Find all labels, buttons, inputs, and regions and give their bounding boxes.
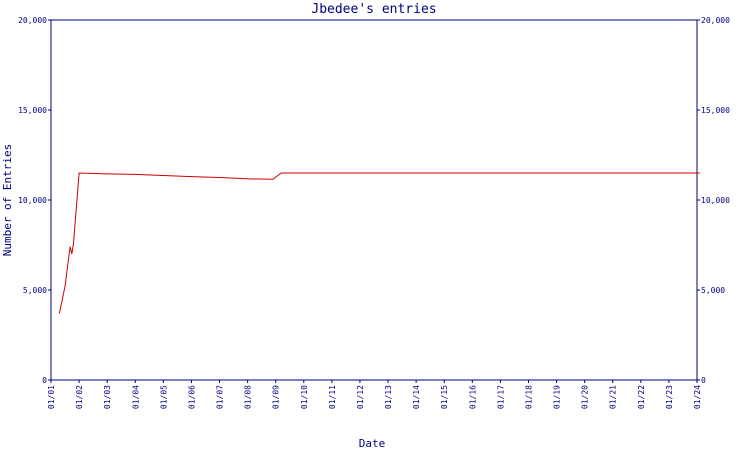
x-tick-label: 01/13 [384,385,393,409]
series-line [58,172,700,314]
y-tick-label-right: 20,000 [701,16,730,25]
x-tick-label: 01/07 [216,385,225,409]
x-tick-label: 01/04 [131,385,140,409]
x-tick-label: 01/23 [665,385,674,409]
x-tick-label: 01/20 [581,385,590,409]
x-tick-label: 01/03 [103,385,112,409]
y-tick-label-left: 5,000 [23,286,47,295]
x-tick-label: 01/10 [300,385,309,409]
y-tick-label-left: 20,000 [18,16,47,25]
x-tick-label: 01/08 [244,385,253,409]
chart-title: Jbedee's entries [311,2,436,17]
y-axis-left: 0 5,000 10,000 15,000 20,000 [18,16,51,385]
x-tick-label: 01/06 [187,385,196,409]
x-tick-label: 01/05 [159,385,168,409]
x-tick-label: 01/21 [609,385,618,409]
x-tick-label: 01/22 [637,385,646,409]
y-axis-right: 0 5,000 10,000 15,000 20,000 [697,16,730,385]
y-tick-label-right: 0 [701,376,706,385]
y-tick-label-right: 5,000 [701,286,725,295]
x-tick-label: 01/01 [47,385,56,409]
x-tick-label: 01/02 [75,385,84,409]
x-tick-label: 01/09 [272,385,281,409]
y-tick-label-left: 0 [42,376,47,385]
y-tick-label-right: 10,000 [701,196,730,205]
x-tick-label: 01/18 [524,385,533,409]
x-tick-label: 01/11 [328,385,337,409]
y-tick-label-left: 15,000 [18,106,47,115]
y-tick-label-left: 10,000 [18,196,47,205]
x-tick-label: 01/15 [440,385,449,409]
y-axis-title: Number of Entries [1,144,14,257]
x-axis-title: Date [359,437,386,450]
x-tick-label: 01/24 [693,385,702,409]
x-tick-label: 01/14 [412,385,421,409]
x-tick-label: 01/16 [468,385,477,409]
x-tick-label: 01/17 [496,385,505,409]
y-tick-label-right: 15,000 [701,106,730,115]
x-tick-label: 01/12 [356,385,365,409]
x-axis: 01/01 01/02 01/03 01/04 01/05 01/06 01/07 01/08… [47,380,702,409]
x-tick-label: 01/19 [553,385,562,409]
plot-area [50,19,698,381]
